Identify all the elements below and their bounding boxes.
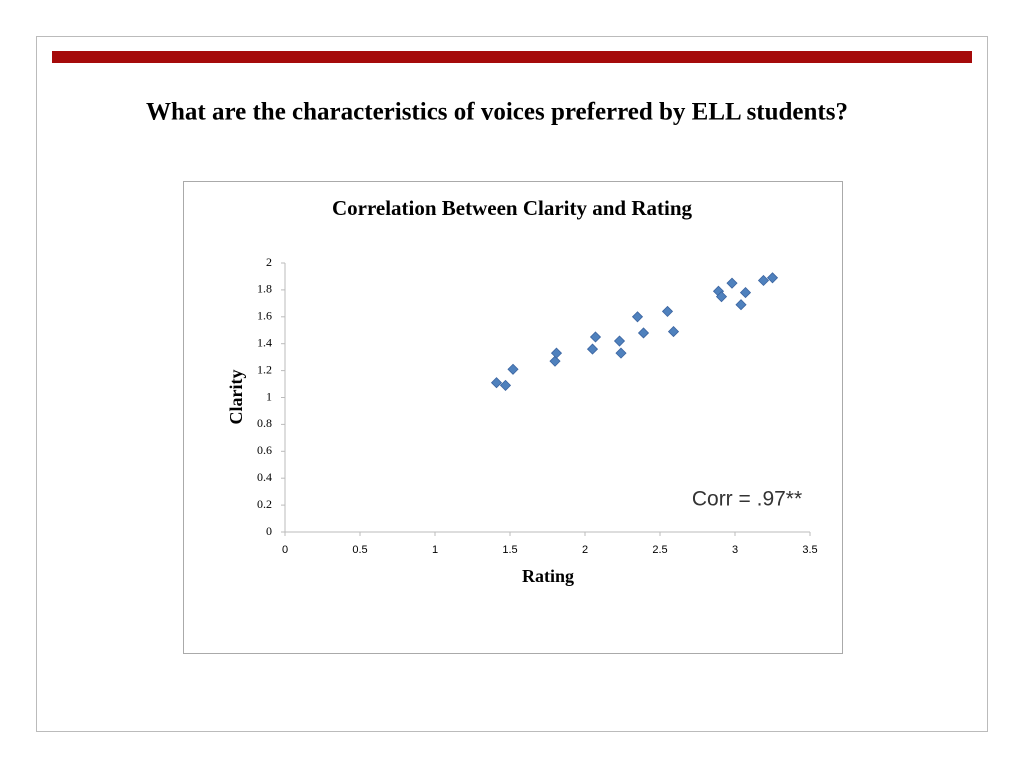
point [757, 274, 770, 287]
y-tick-label: 1.4 [257, 335, 272, 349]
y-tick-label: 0.2 [257, 497, 272, 511]
y-tick-label: 1.6 [257, 309, 272, 323]
point [637, 327, 650, 339]
x-tick-label: 1 [432, 544, 438, 556]
x-tick-label: 0.5 [352, 544, 367, 556]
point [586, 343, 599, 355]
x-tick-label: 2.5 [652, 544, 667, 556]
accent-bar [52, 51, 972, 63]
point [726, 277, 738, 289]
point [613, 335, 626, 347]
point [549, 355, 561, 367]
x-axis-label: Rating [522, 566, 574, 586]
point [661, 305, 674, 317]
y-tick-label: 1 [266, 389, 272, 403]
annotation: Corr = .97** [692, 488, 802, 511]
x-tick-label: 0 [282, 544, 288, 556]
y-tick-label: 1.8 [257, 282, 272, 296]
x-tick-label: 3 [732, 544, 738, 556]
y-axis-label: Clarity [226, 370, 246, 425]
x-tick-label: 3.5 [802, 544, 817, 556]
point [550, 347, 563, 359]
point [766, 272, 779, 284]
point [615, 347, 627, 359]
y-tick-label: 0 [266, 524, 272, 538]
point [715, 291, 728, 303]
point [739, 287, 752, 299]
chart-frame [183, 181, 843, 654]
point [490, 377, 503, 389]
y-tick-label: 0.8 [257, 416, 272, 430]
y-tick-label: 0.6 [257, 443, 272, 457]
point [631, 311, 644, 323]
x-tick-label: 2 [582, 544, 588, 556]
y-tick-label: 0.4 [257, 470, 272, 484]
point [589, 331, 602, 343]
point [667, 326, 680, 338]
x-tick-label: 1.5 [502, 544, 517, 556]
point [507, 363, 519, 375]
chart-title: Correlation Between Clarity and Rating [332, 196, 693, 220]
point [499, 379, 512, 391]
slide-title: What are the characteristics of voices p… [146, 99, 848, 126]
y-tick-label: 2 [266, 255, 272, 269]
y-tick-label: 1.2 [257, 362, 272, 376]
point [735, 299, 747, 311]
